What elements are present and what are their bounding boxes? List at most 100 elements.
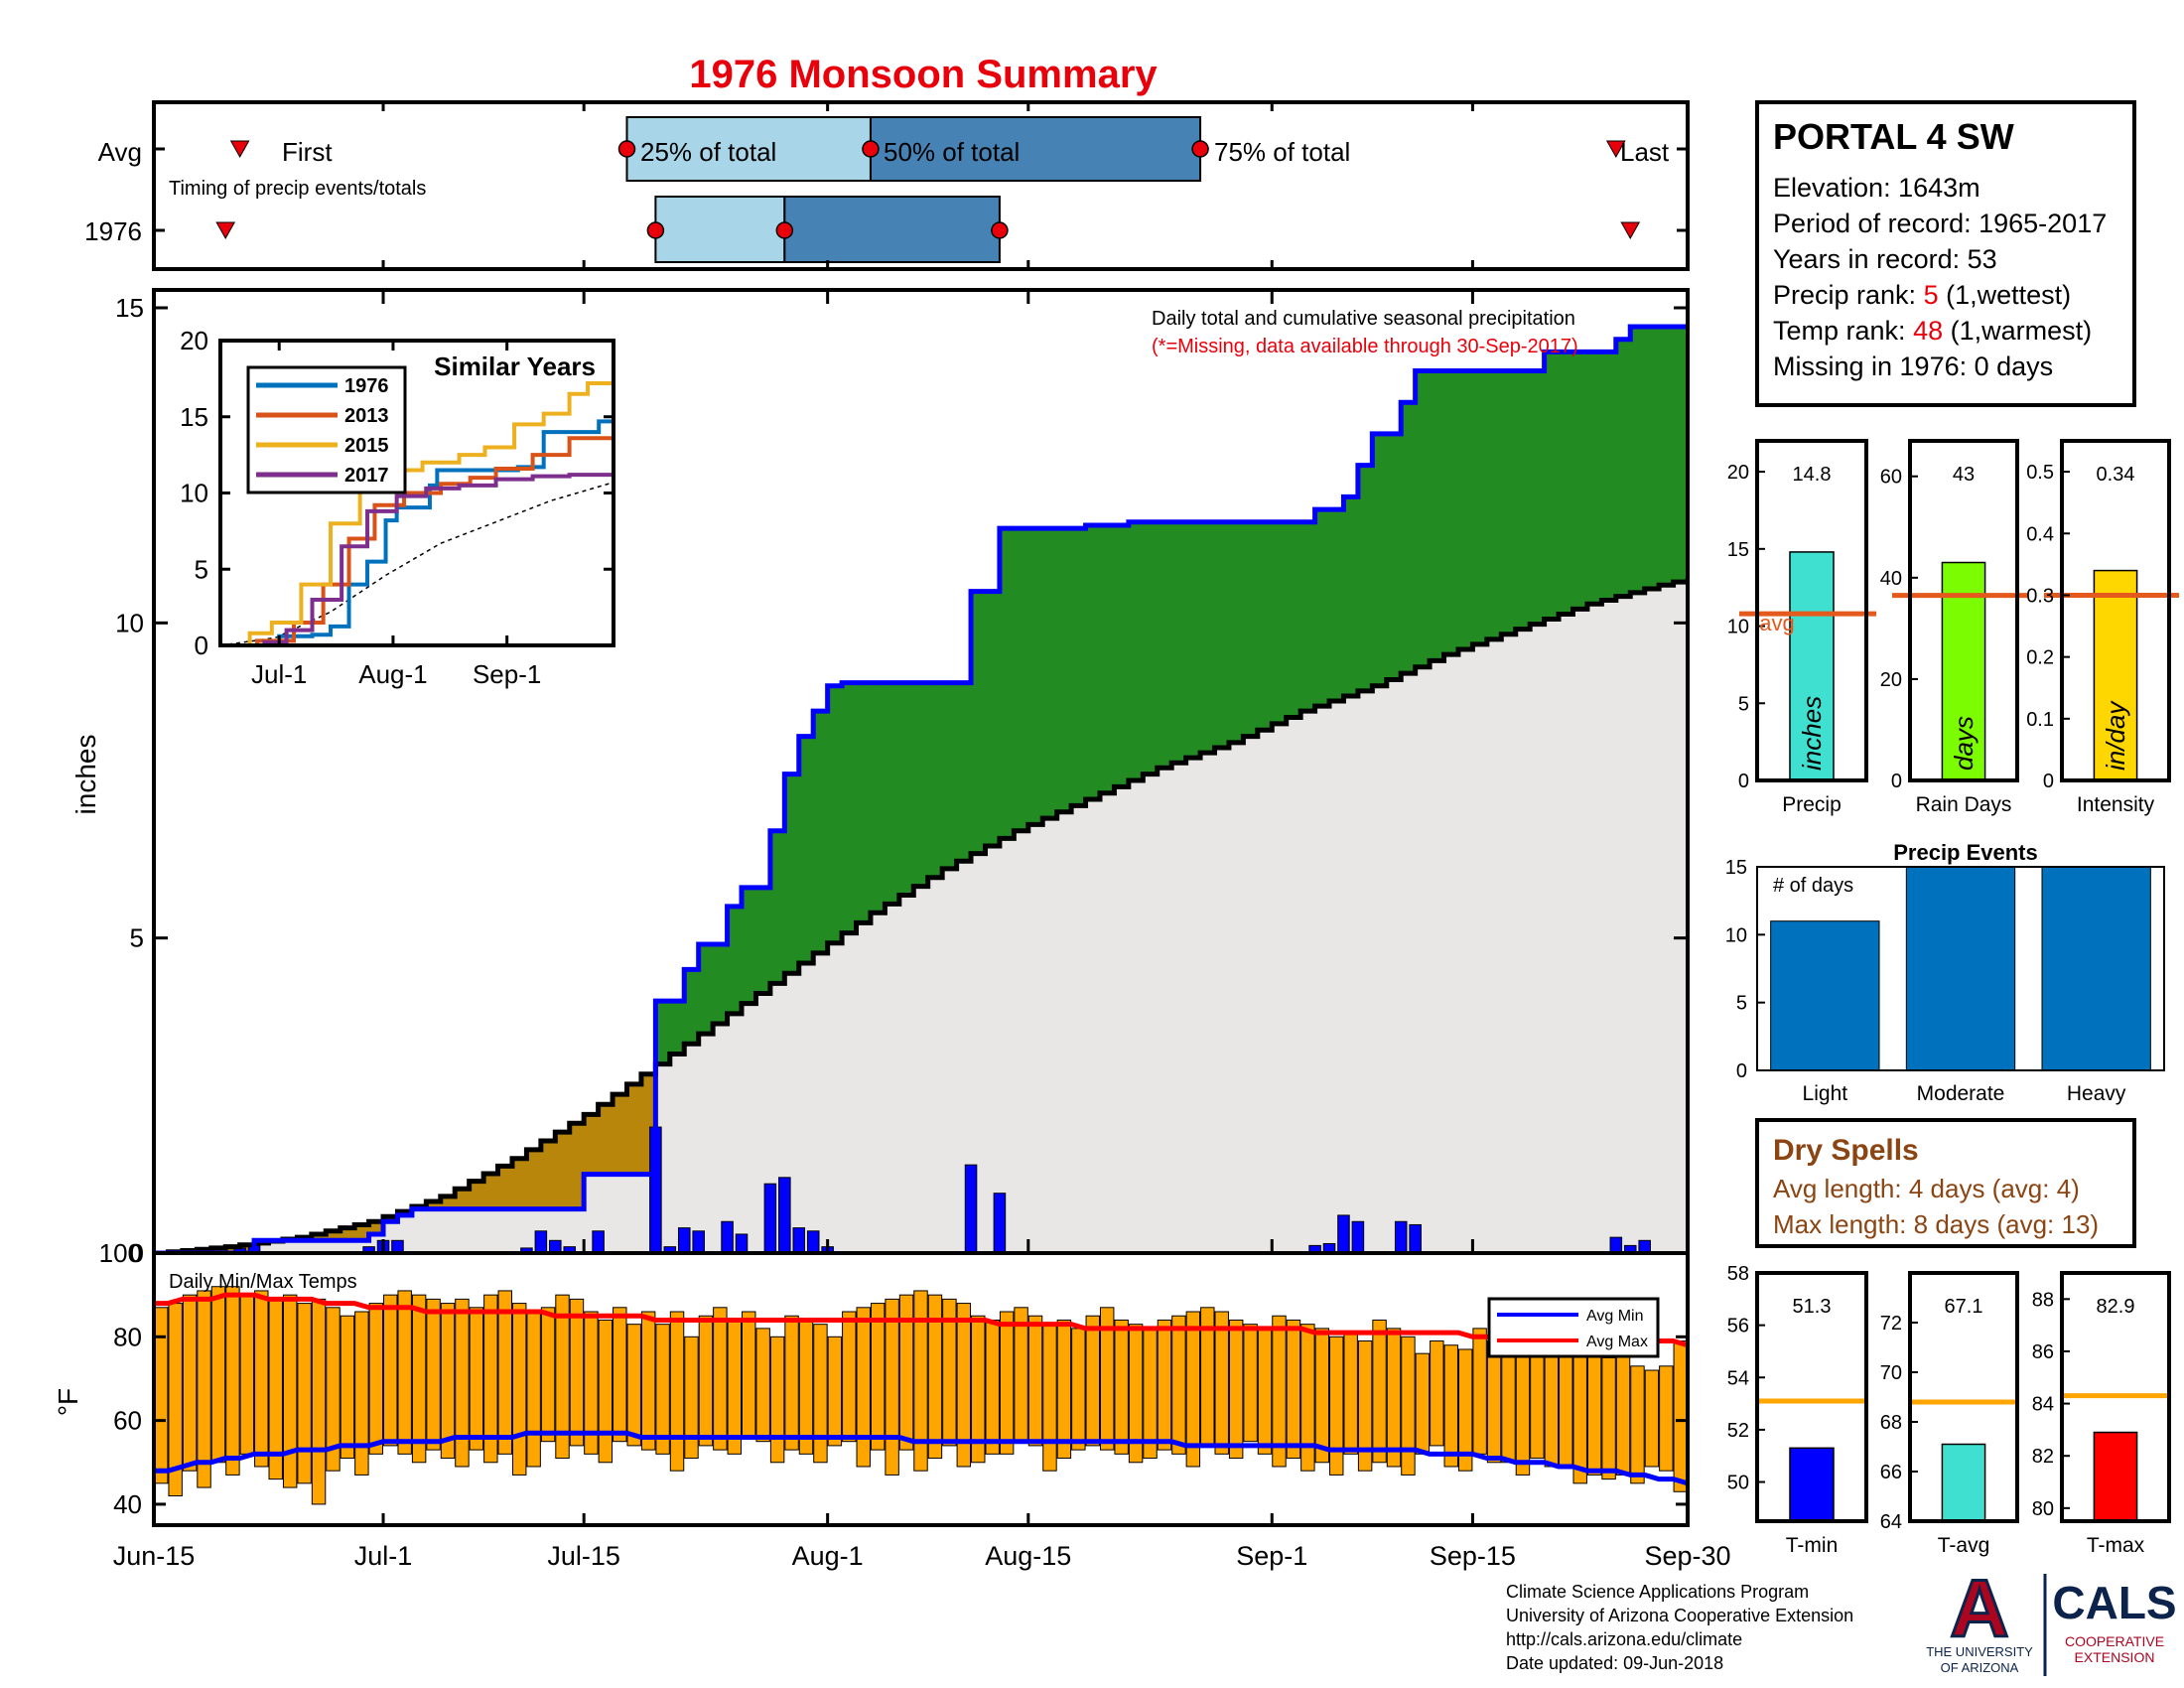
main-xtick-label: Sep-30 bbox=[1644, 1541, 1730, 1571]
cumulative-difference-fill bbox=[1486, 370, 1502, 639]
cumulative-difference-fill bbox=[856, 682, 872, 923]
daily-temp-bar bbox=[669, 1311, 685, 1472]
cumulative-difference-fill bbox=[755, 887, 771, 994]
event-bar-moderate bbox=[1905, 866, 2016, 1071]
main-ytick-label: 0 bbox=[130, 1238, 144, 1268]
daily-precip-bar bbox=[692, 1230, 705, 1253]
main-ytick-label: 10 bbox=[115, 608, 144, 637]
daily-temp-bar bbox=[1472, 1328, 1487, 1455]
daily-temp-bar bbox=[813, 1324, 828, 1464]
year-p75-marker bbox=[991, 221, 1009, 239]
daily-temp-bar bbox=[898, 1294, 914, 1451]
avg-box-25-50 bbox=[625, 116, 872, 182]
cumulative-difference-fill bbox=[898, 682, 914, 896]
cumulative-difference-fill bbox=[742, 887, 757, 1004]
cumulative-difference-fill bbox=[340, 1227, 355, 1241]
cumulative-difference-fill bbox=[239, 1244, 255, 1253]
precip_total-unit-label: inches bbox=[1797, 696, 1827, 771]
daily-temp-bar bbox=[340, 1315, 355, 1460]
cumulative-difference-fill bbox=[956, 682, 972, 862]
cumulative-difference-fill bbox=[927, 682, 943, 878]
page-title: 1976 Monsoon Summary bbox=[689, 53, 1158, 96]
cals-wordmark: CALS bbox=[2052, 1577, 2176, 1628]
event-bar-heavy bbox=[2041, 866, 2151, 1071]
precip-events-title: Precip Events bbox=[1893, 840, 2038, 865]
cumulative-difference-fill bbox=[311, 1233, 327, 1241]
daily-temp-bar bbox=[1644, 1369, 1660, 1468]
daily-precip-bar bbox=[735, 1233, 749, 1253]
cumulative-difference-fill bbox=[1457, 370, 1474, 649]
cumulative-difference-fill bbox=[497, 1166, 513, 1209]
year-box-25-50 bbox=[654, 196, 786, 263]
temps-title: Daily Min/Max Temps bbox=[169, 1271, 357, 1293]
daily-precip-bar bbox=[1394, 1220, 1408, 1253]
footer-date: Date updated: 09-Jun-2018 bbox=[1506, 1653, 1723, 1673]
daily-temp-bar bbox=[1071, 1328, 1086, 1451]
cumulative-difference-fill bbox=[455, 1189, 471, 1209]
precip_total-frame bbox=[1755, 439, 1868, 782]
t_avg-ytick-label: 70 bbox=[1880, 1362, 1902, 1384]
station-period: Period of record: 1965-2017 bbox=[1773, 209, 2107, 238]
legend-avgmin-label: Avg Min bbox=[1586, 1308, 1644, 1325]
cumulative-difference-fill bbox=[1659, 327, 1675, 586]
daily-temp-bar bbox=[842, 1311, 857, 1443]
cumulative-difference-fill bbox=[1615, 339, 1631, 597]
daily-temp-bar bbox=[1157, 1319, 1172, 1451]
daily-temp-bar bbox=[1143, 1328, 1158, 1460]
daily-temp-bar bbox=[1272, 1315, 1287, 1468]
cumulative-difference-fill bbox=[326, 1230, 341, 1241]
p50-label: 50% of total bbox=[884, 137, 1020, 167]
daily-temp-bar bbox=[927, 1294, 943, 1460]
main-xtick-label: Jul-15 bbox=[547, 1541, 620, 1571]
intensity-value-label: 0.34 bbox=[2097, 464, 2135, 486]
daily-temp-bar bbox=[1099, 1307, 1115, 1451]
cumulative-difference-fill bbox=[469, 1181, 484, 1209]
timing-caption: Timing of precip events/totals bbox=[169, 178, 426, 200]
daily-temp-bar bbox=[354, 1311, 369, 1476]
rain_days-ytick-label: 20 bbox=[1880, 669, 1902, 691]
daily-temp-bar bbox=[254, 1290, 269, 1468]
precip_total-ytick-label: 5 bbox=[1738, 693, 1749, 715]
rain_days-ytick-label: 0 bbox=[1891, 771, 1902, 792]
daily-temp-bar bbox=[913, 1290, 928, 1472]
cumulative-difference-fill bbox=[1530, 370, 1546, 625]
daily-temp-bar bbox=[526, 1311, 541, 1468]
daily-temp-bar bbox=[1443, 1344, 1458, 1468]
daily-temp-bar bbox=[655, 1324, 670, 1455]
main-precip-panel: 0 5 10 15 Daily total and cumulative season… bbox=[70, 288, 1690, 1268]
daily-temp-bar bbox=[297, 1303, 312, 1484]
daily-temp-bar bbox=[613, 1307, 627, 1443]
cumulative-difference-fill bbox=[526, 1149, 542, 1209]
daily-temp-bar bbox=[827, 1336, 843, 1447]
daily-temp-bar bbox=[971, 1315, 986, 1464]
daily-temp-bar bbox=[455, 1298, 470, 1468]
cumulative-difference-fill bbox=[1329, 509, 1345, 702]
year-box-50-75 bbox=[783, 196, 1001, 263]
daily-temp-bar bbox=[769, 1336, 785, 1464]
cumulative-difference-fill bbox=[1171, 521, 1187, 764]
cumulative-difference-fill bbox=[354, 1224, 370, 1241]
dry-spells-max: Max length: 8 days (avg: 13) bbox=[1773, 1209, 2099, 1239]
precip_total-ytick-label: 10 bbox=[1727, 617, 1749, 638]
dry-spells-box: Dry Spells Avg length: 4 days (avg: 4) M… bbox=[1755, 1118, 2136, 1248]
daily-temp-bar bbox=[383, 1294, 398, 1447]
cals-text-1: COOPERATIVE bbox=[2065, 1633, 2164, 1649]
cumulative-difference-fill bbox=[1272, 521, 1288, 724]
year-p50-marker bbox=[775, 221, 794, 239]
daily-precip-bar bbox=[792, 1227, 806, 1253]
inset-xtick-label: Sep-1 bbox=[473, 659, 541, 689]
precip_total-ytick-label: 20 bbox=[1727, 462, 1749, 484]
precip-rank-line: Precip rank: 5 (1,wettest) bbox=[1773, 280, 2071, 310]
daily-precip-bar bbox=[778, 1177, 791, 1253]
daily-temp-bar bbox=[1314, 1328, 1330, 1464]
intensity-ytick-label: 0.1 bbox=[2026, 709, 2054, 731]
main-xtick-label: Jun-15 bbox=[113, 1541, 196, 1571]
similar-years-inset: 0 5 10 15 20 Jul-1 Aug-1 Sep-1 Similar Years 19… bbox=[180, 326, 615, 689]
daily-temp-bar bbox=[1630, 1365, 1645, 1484]
daily-temp-bar bbox=[197, 1290, 211, 1488]
intensity-ytick-label: 0.2 bbox=[2026, 647, 2054, 669]
daily-temp-bar bbox=[282, 1294, 298, 1488]
main-xtick-label: Sep-1 bbox=[1236, 1541, 1307, 1571]
events-xtick-label: Light bbox=[1803, 1082, 1848, 1105]
station-elevation: Elevation: 1643m bbox=[1773, 173, 1980, 203]
